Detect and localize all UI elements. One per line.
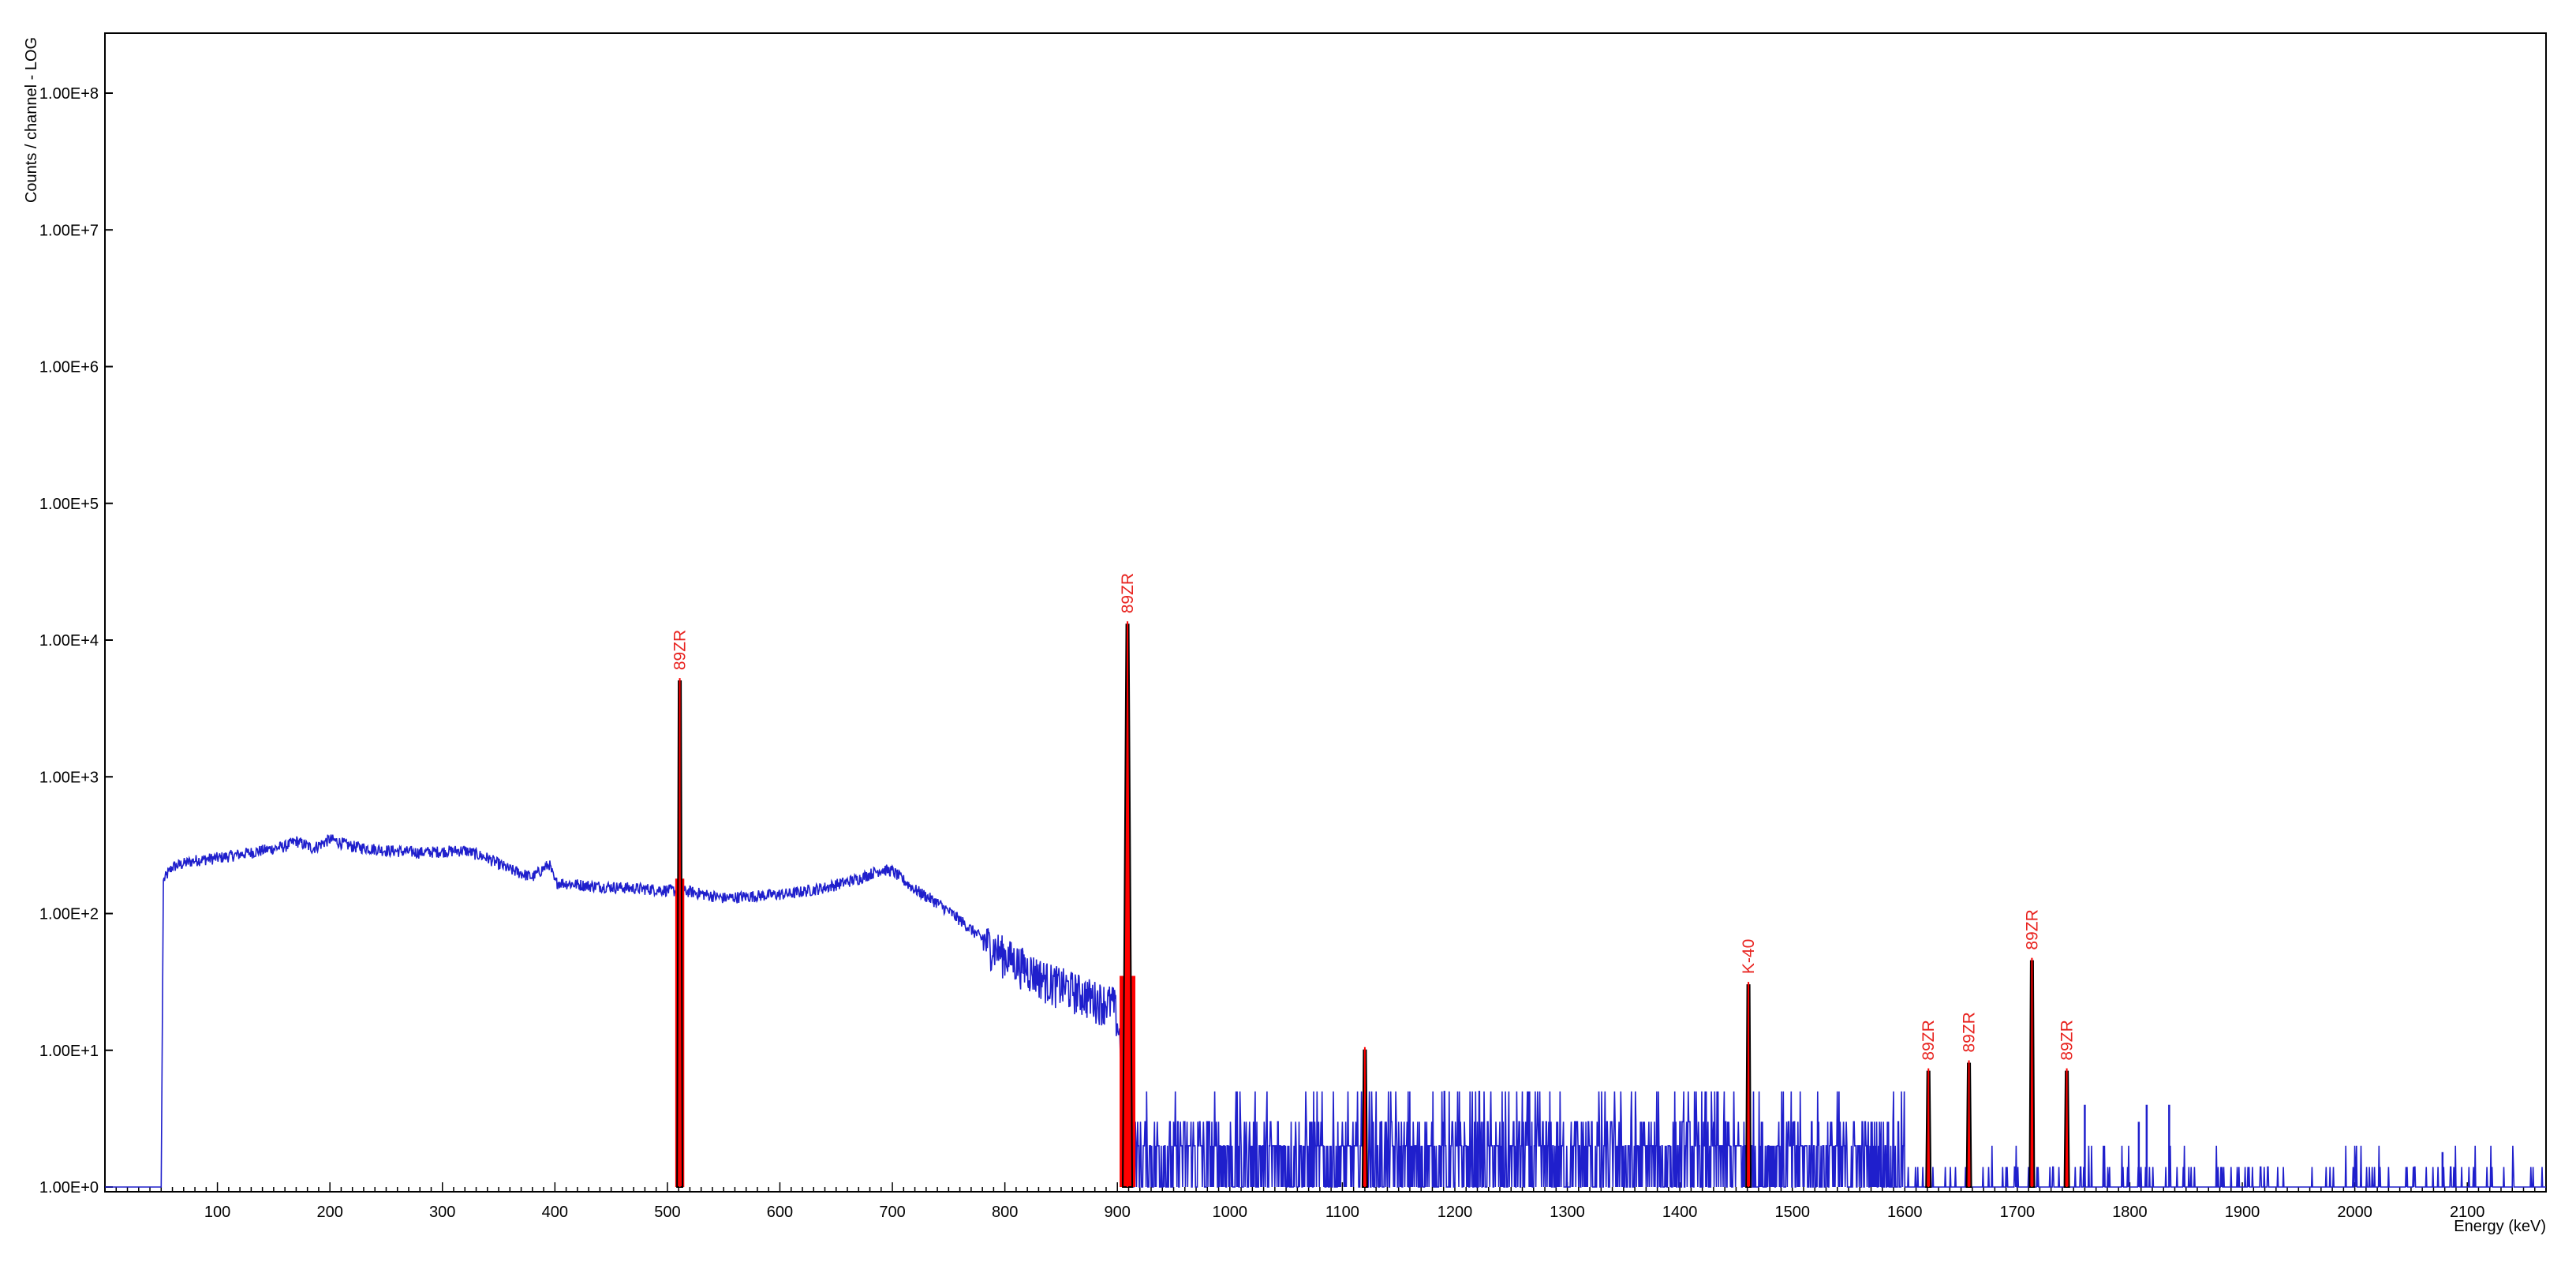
peak-label: 89ZR [1119, 573, 1137, 613]
x-tick-label: 900 [1105, 1204, 1131, 1221]
x-tick-label: 1600 [1887, 1204, 1923, 1221]
y-tick-label: 1.00E+3 [39, 769, 99, 786]
x-tick-label: 1500 [1774, 1204, 1810, 1221]
peak-label: 89ZR [671, 630, 690, 670]
x-tick-label: 700 [879, 1204, 905, 1221]
spectrum-layer [105, 834, 2546, 1188]
peak-label: 89ZR [2023, 909, 2041, 949]
y-tick-label: 1.00E+5 [39, 496, 99, 513]
y-tick-label: 1.00E+0 [39, 1179, 99, 1196]
x-tick-label: 1700 [2000, 1204, 2036, 1221]
x-tick-label: 500 [654, 1204, 680, 1221]
y-tick-label: 1.00E+7 [39, 222, 99, 239]
x-tick-label: 1800 [2112, 1204, 2148, 1221]
y-tick-label: 1.00E+4 [39, 632, 99, 650]
peak-label: K-40 [1740, 939, 1758, 974]
x-tick-label: 800 [992, 1204, 1018, 1221]
x-tick-label: 100 [204, 1204, 230, 1221]
plot-frame [104, 32, 2547, 1193]
y-tick-label: 1.00E+2 [39, 906, 99, 923]
x-tick-label: 2000 [2337, 1204, 2372, 1221]
x-axis-ticks: 100 200 300 400 500 600 700 800 900 1000 1100 1200 1… [115, 1182, 2536, 1221]
x-tick-label: 1400 [1662, 1204, 1698, 1221]
y-tick-label: 1.00E+1 [39, 1043, 99, 1060]
peak-label: 89ZR [1920, 1020, 1938, 1060]
peaks-layer [675, 621, 2070, 1188]
x-tick-label: 200 [316, 1204, 342, 1221]
peak-labels-layer: 89ZR 89ZR K-40 89ZR 89ZR 89ZR 89ZR [671, 573, 2077, 1061]
x-tick-label: 1300 [1550, 1204, 1585, 1221]
y-axis-title: Counts / channel - LOG [23, 37, 40, 203]
x-tick-label: 300 [429, 1204, 455, 1221]
peak-label: 89ZR [1961, 1012, 1979, 1052]
x-tick-label: 1100 [1325, 1204, 1359, 1221]
peak-label: 89ZR [2058, 1020, 2077, 1060]
y-tick-label: 1.00E+6 [39, 359, 99, 376]
x-tick-label: 2100 [2450, 1204, 2485, 1221]
x-tick-label: 600 [767, 1204, 793, 1221]
x-tick-label: 1200 [1438, 1204, 1473, 1221]
y-tick-label: 1.00E+8 [39, 85, 99, 103]
x-axis-title: Energy (keV) [2454, 1218, 2546, 1235]
y-axis-ticks: 1.00E+0 1.00E+1 1.00E+2 1.00E+3 1.00E+4 1.00E… [39, 85, 113, 1196]
x-tick-label: 1900 [2225, 1204, 2260, 1221]
x-tick-label: 1000 [1213, 1204, 1248, 1221]
x-tick-label: 400 [542, 1204, 568, 1221]
